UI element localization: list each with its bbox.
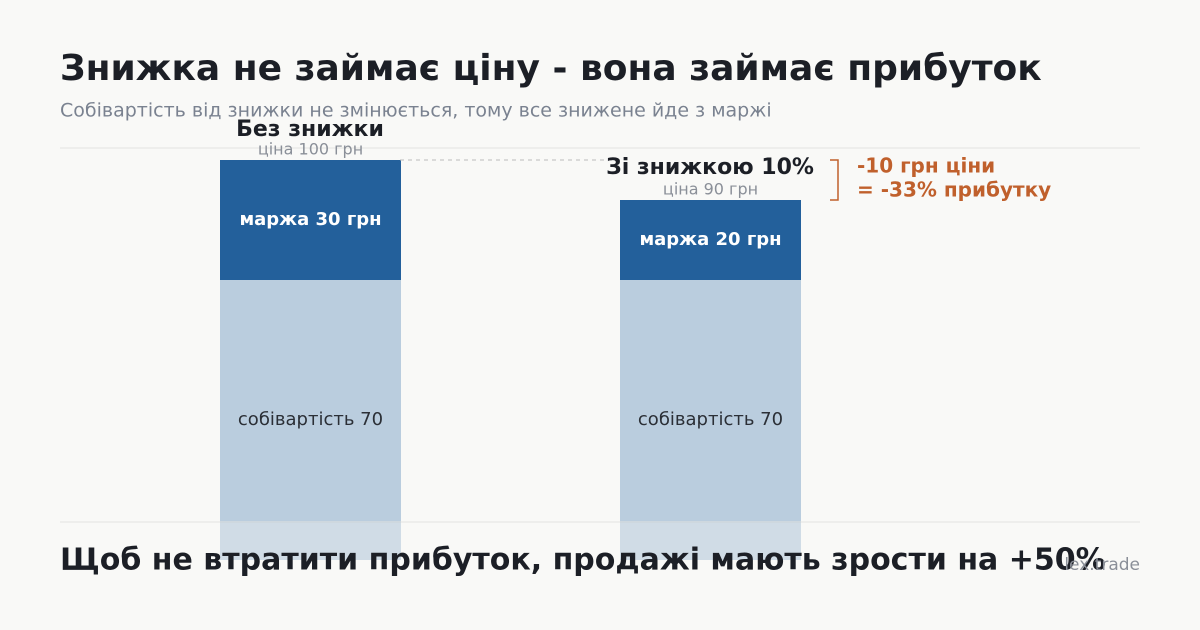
- chart-title: Знижка не займає ціну - вона займає приб…: [60, 48, 1042, 89]
- bar-segment: [620, 280, 801, 560]
- chart-subtitle: Собівартість від знижки не змінюється, т…: [60, 100, 772, 122]
- category-label: Зі знижкою 10%: [606, 155, 814, 180]
- annotation: = -33% прибутку: [857, 178, 1051, 202]
- bar-segment: [220, 280, 401, 560]
- source: lex.trade: [1064, 555, 1140, 575]
- footer-band: [0, 523, 1200, 630]
- bars: [220, 160, 801, 560]
- bar-segment: [620, 200, 801, 280]
- value-label: собівартість 70: [238, 409, 383, 430]
- total-label: ціна 90 грн: [663, 180, 758, 199]
- footer: Щоб не втратити прибуток, продажі мають …: [60, 543, 1106, 578]
- annotation: -10 грн ціни: [857, 154, 995, 178]
- bar-segment: [220, 160, 401, 280]
- value-label: собівартість 70: [638, 409, 783, 430]
- value-label: маржа 20 грн: [639, 229, 781, 250]
- total-label: ціна 100 грн: [258, 140, 363, 159]
- value-label: маржа 30 грн: [239, 209, 381, 230]
- bracket: [830, 159, 839, 201]
- category-label: Без знижки: [236, 117, 384, 142]
